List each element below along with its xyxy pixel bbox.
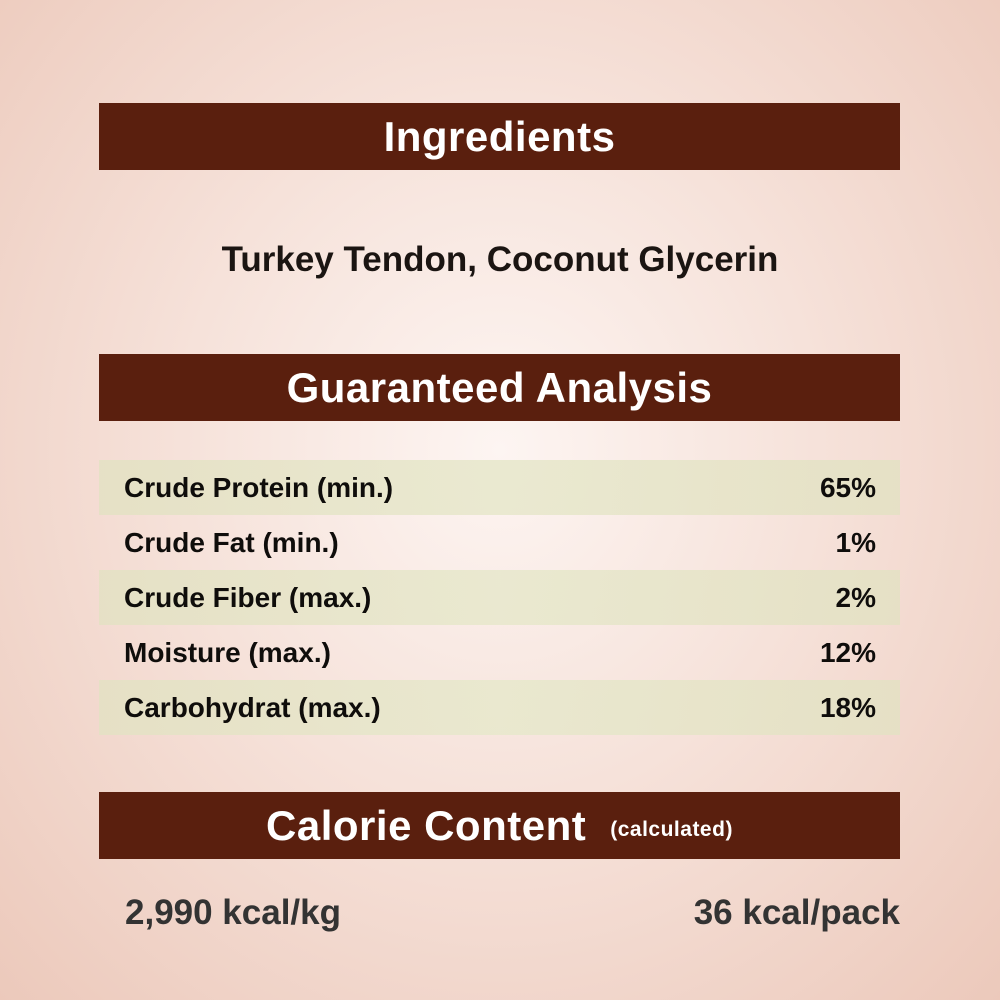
analysis-row: Carbohydrat (max.) 18%	[99, 680, 900, 735]
ingredients-heading: Ingredients	[383, 112, 616, 160]
calorie-per-pack: 36 kcal/pack	[693, 893, 900, 932]
analysis-banner: Guaranteed Analysis	[99, 354, 900, 421]
analysis-row: Crude Protein (min.) 65%	[99, 460, 900, 515]
analysis-row: Crude Fiber (max.) 2%	[99, 570, 900, 625]
row-label: Crude Protein (min.)	[124, 471, 394, 503]
row-value: 65%	[819, 471, 876, 503]
row-label: Carbohydrat (max.)	[124, 691, 381, 723]
calorie-subheading: (calculated)	[610, 817, 733, 841]
analysis-row: Crude Fat (min.) 1%	[99, 515, 900, 570]
row-value: 1%	[835, 526, 876, 558]
calorie-heading: Calorie Content	[266, 801, 587, 849]
analysis-heading: Guaranteed Analysis	[286, 363, 713, 411]
calorie-banner: Calorie Content (calculated)	[99, 792, 900, 859]
row-value: 18%	[819, 691, 876, 723]
row-label: Moisture (max.)	[124, 636, 331, 668]
row-label: Crude Fat (min.)	[124, 526, 339, 558]
row-label: Crude Fiber (max.)	[124, 581, 372, 613]
ingredients-text: Turkey Tendon, Coconut Glycerin	[221, 240, 779, 279]
analysis-row: Moisture (max.) 12%	[99, 625, 900, 680]
ingredients-banner: Ingredients	[99, 103, 900, 170]
row-value: 2%	[835, 581, 876, 613]
row-value: 12%	[819, 636, 876, 668]
calorie-per-kg: 2,990 kcal/kg	[125, 893, 341, 932]
